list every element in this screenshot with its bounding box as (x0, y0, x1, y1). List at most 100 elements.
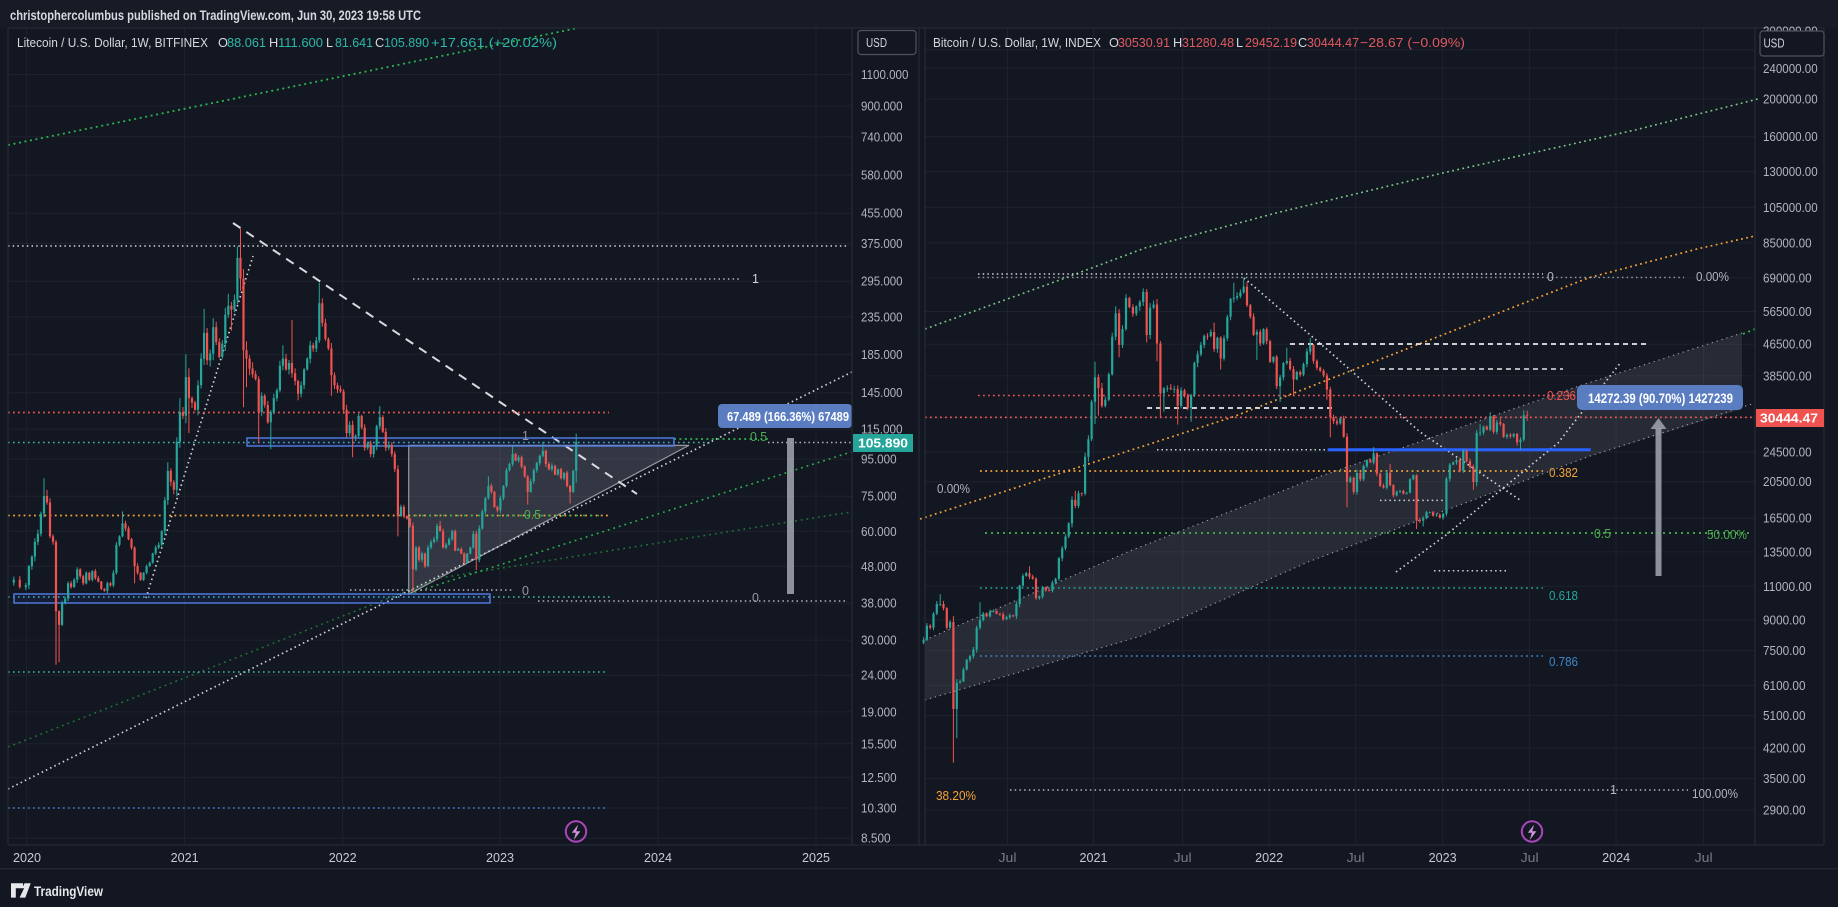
svg-text:115.000: 115.000 (861, 422, 903, 437)
svg-text:235.000: 235.000 (861, 309, 903, 324)
svg-text:145.000: 145.000 (861, 385, 903, 400)
svg-text:10.300: 10.300 (861, 801, 897, 816)
svg-text:85000.00: 85000.00 (1763, 235, 1812, 250)
svg-text:−28.67 (−0.09%): −28.67 (−0.09%) (1360, 35, 1465, 50)
svg-text:75.000: 75.000 (861, 489, 897, 504)
svg-text:2023: 2023 (486, 850, 514, 865)
svg-text:2023: 2023 (1429, 851, 1457, 865)
svg-text:95.000: 95.000 (861, 452, 897, 467)
svg-text:0.5: 0.5 (1594, 527, 1611, 541)
svg-text:2020: 2020 (13, 850, 41, 865)
svg-text:50.00%: 50.00% (1707, 528, 1747, 542)
svg-text:L: L (326, 35, 333, 50)
svg-text:0: 0 (1547, 270, 1554, 284)
svg-text:1: 1 (1610, 783, 1617, 797)
svg-text:38.000: 38.000 (861, 596, 897, 611)
svg-text:2022: 2022 (1255, 851, 1283, 865)
svg-text:30530.91: 30530.91 (1118, 35, 1170, 50)
svg-text:Bitcoin / U.S. Dollar, 1W, IND: Bitcoin / U.S. Dollar, 1W, INDEX (933, 35, 1101, 50)
svg-text:38.20%: 38.20% (936, 789, 976, 803)
svg-text:38500.00: 38500.00 (1763, 368, 1812, 383)
svg-text:16500.00: 16500.00 (1763, 511, 1812, 526)
svg-text:11000.00: 11000.00 (1763, 579, 1812, 594)
svg-text:60.000: 60.000 (861, 524, 897, 539)
svg-text:4200.00: 4200.00 (1763, 741, 1805, 756)
svg-text:100.00%: 100.00% (1692, 787, 1738, 801)
svg-text:455.000: 455.000 (861, 206, 903, 221)
svg-text:105000.00: 105000.00 (1763, 200, 1818, 215)
svg-text:81.641: 81.641 (335, 35, 373, 50)
svg-text:O: O (1109, 35, 1119, 50)
svg-text:0.382: 0.382 (1549, 466, 1578, 480)
svg-text:H: H (269, 35, 278, 50)
svg-text:111.600: 111.600 (278, 35, 323, 50)
svg-text:2021: 2021 (171, 850, 199, 865)
svg-text:2900.00: 2900.00 (1763, 803, 1805, 818)
svg-text:24.000: 24.000 (861, 668, 897, 683)
svg-text:130000.00: 130000.00 (1763, 164, 1818, 179)
svg-text:580.000: 580.000 (861, 168, 903, 183)
svg-text:Jul: Jul (1695, 851, 1713, 865)
svg-text:C: C (1298, 35, 1307, 50)
svg-text:0.236: 0.236 (1547, 389, 1576, 403)
svg-text:L: L (1236, 35, 1243, 50)
svg-text:1100.000: 1100.000 (861, 67, 908, 82)
svg-text:30.000: 30.000 (861, 633, 897, 648)
svg-text:29452.19: 29452.19 (1245, 35, 1297, 50)
svg-text:2025: 2025 (802, 850, 830, 865)
svg-text:0: 0 (752, 591, 759, 605)
svg-text:67.489 (166.36%) 67489: 67.489 (166.36%) 67489 (727, 409, 849, 424)
svg-text:48.000: 48.000 (861, 559, 897, 574)
svg-text:0.618: 0.618 (1549, 589, 1578, 603)
svg-text:2024: 2024 (1602, 851, 1630, 865)
svg-text:13500.00: 13500.00 (1763, 544, 1812, 559)
svg-text:12.500: 12.500 (861, 770, 897, 785)
svg-text:H: H (1173, 35, 1182, 50)
svg-text:3500.00: 3500.00 (1763, 771, 1805, 786)
svg-text:TradingView: TradingView (34, 884, 103, 899)
svg-text:1: 1 (522, 429, 529, 443)
svg-text:14272.39 (90.70%) 1427239: 14272.39 (90.70%) 1427239 (1588, 391, 1733, 406)
svg-text:15.500: 15.500 (861, 736, 897, 751)
svg-text:240000.00: 240000.00 (1763, 61, 1818, 76)
svg-text:295.000: 295.000 (861, 274, 903, 289)
svg-text:375.000: 375.000 (861, 236, 903, 251)
svg-text:0.00%: 0.00% (1696, 270, 1729, 284)
svg-text:0.786: 0.786 (1549, 655, 1578, 669)
svg-text:+17.661 (+20.02%): +17.661 (+20.02%) (431, 35, 557, 50)
svg-text:Jul: Jul (1347, 851, 1365, 865)
svg-text:19.000: 19.000 (861, 704, 897, 719)
svg-text:56500.00: 56500.00 (1763, 304, 1812, 319)
svg-text:160000.00: 160000.00 (1763, 129, 1818, 144)
svg-text:2021: 2021 (1080, 851, 1108, 865)
svg-text:69000.00: 69000.00 (1763, 270, 1812, 285)
svg-text:46500.00: 46500.00 (1763, 337, 1812, 352)
svg-text:9000.00: 9000.00 (1763, 613, 1805, 628)
svg-text:31280.48: 31280.48 (1182, 35, 1234, 50)
svg-text:1: 1 (752, 272, 759, 286)
svg-text:200000.00: 200000.00 (1763, 92, 1818, 107)
svg-text:88.061: 88.061 (227, 35, 266, 50)
svg-text:Litecoin / U.S. Dollar, 1W, BI: Litecoin / U.S. Dollar, 1W, BITFINEX (17, 35, 208, 50)
svg-text:Jul: Jul (999, 851, 1017, 865)
svg-text:20500.00: 20500.00 (1763, 474, 1812, 489)
svg-text:0.5: 0.5 (524, 508, 541, 522)
svg-text:30444.47: 30444.47 (1307, 35, 1359, 50)
svg-text:185.000: 185.000 (861, 347, 903, 362)
svg-text:0.00%: 0.00% (937, 482, 970, 496)
svg-text:24500.00: 24500.00 (1763, 444, 1812, 459)
svg-text:7500.00: 7500.00 (1763, 643, 1805, 658)
svg-text:0: 0 (522, 584, 529, 598)
svg-text:Jul: Jul (1521, 851, 1539, 865)
svg-text:christophercolumbus published: christophercolumbus published on Trading… (10, 7, 421, 23)
svg-text:740.000: 740.000 (861, 129, 903, 144)
svg-text:2022: 2022 (329, 850, 357, 865)
svg-text:5100.00: 5100.00 (1763, 708, 1805, 723)
svg-text:105.890: 105.890 (384, 35, 429, 50)
svg-text:Jul: Jul (1174, 851, 1192, 865)
svg-text:30444.47: 30444.47 (1760, 411, 1818, 426)
svg-text:6100.00: 6100.00 (1763, 678, 1805, 693)
svg-text:105.890: 105.890 (858, 436, 908, 451)
svg-text:C: C (375, 35, 384, 50)
svg-text:2024: 2024 (644, 850, 672, 865)
